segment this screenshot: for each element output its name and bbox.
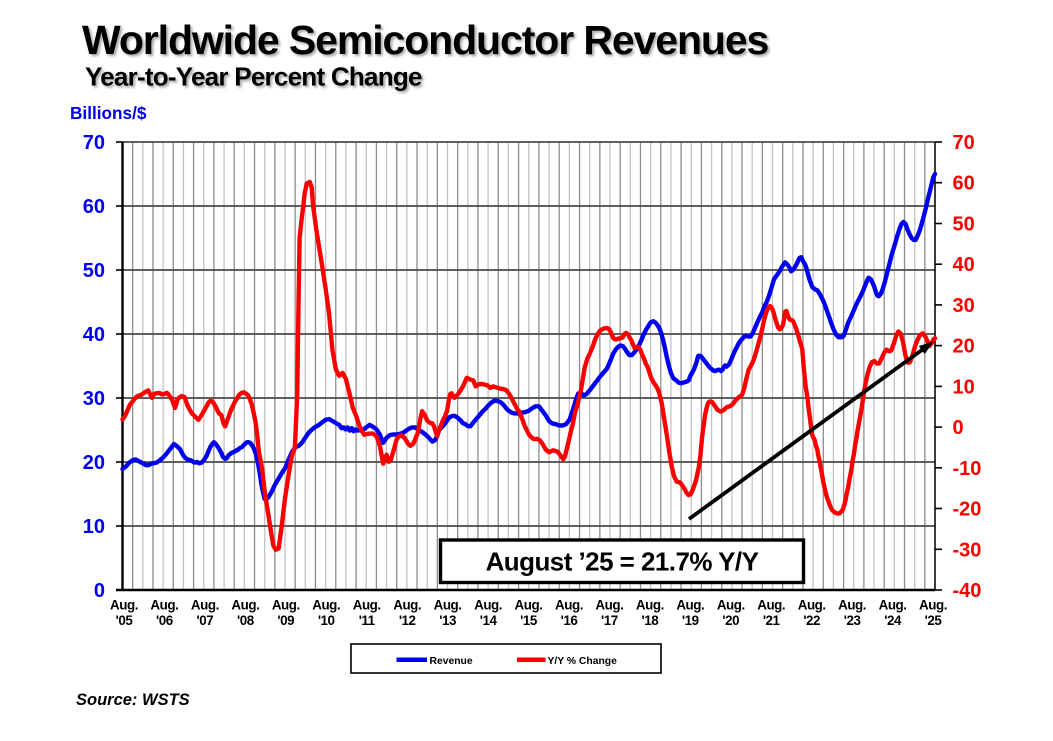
svg-text:'25: '25 <box>925 613 943 628</box>
svg-text:Aug.: Aug. <box>150 598 178 613</box>
svg-text:Aug.: Aug. <box>798 598 826 613</box>
svg-text:Aug.: Aug. <box>919 598 947 613</box>
svg-text:'05: '05 <box>116 613 134 628</box>
svg-text:'21: '21 <box>763 613 781 628</box>
svg-text:Aug.: Aug. <box>110 598 138 613</box>
svg-text:'22: '22 <box>803 613 820 628</box>
svg-text:Source: WSTS: Source: WSTS <box>76 691 190 709</box>
svg-text:Aug.: Aug. <box>636 598 664 613</box>
svg-text:'20: '20 <box>722 613 739 628</box>
svg-text:'11: '11 <box>359 613 376 628</box>
svg-text:-40: -40 <box>953 580 982 602</box>
svg-text:60: 60 <box>83 196 105 218</box>
svg-text:Aug.: Aug. <box>757 598 785 613</box>
svg-text:'09: '09 <box>277 613 294 628</box>
svg-text:Year-to-Year Percent Change: Year-to-Year Percent Change <box>85 62 422 92</box>
svg-text:Aug.: Aug. <box>353 598 381 613</box>
svg-text:Aug.: Aug. <box>676 598 704 613</box>
svg-text:Revenue: Revenue <box>430 656 473 667</box>
svg-text:30: 30 <box>953 295 975 317</box>
svg-text:'15: '15 <box>520 613 538 628</box>
svg-text:60: 60 <box>953 173 975 195</box>
svg-text:'23: '23 <box>844 613 861 628</box>
svg-text:'16: '16 <box>561 613 578 628</box>
svg-text:-10: -10 <box>953 458 982 480</box>
svg-text:Aug.: Aug. <box>515 598 543 613</box>
svg-text:'12: '12 <box>399 613 416 628</box>
svg-text:Y/Y % Change: Y/Y % Change <box>548 656 618 667</box>
svg-text:Aug.: Aug. <box>474 598 502 613</box>
svg-text:Aug.: Aug. <box>879 598 907 613</box>
svg-text:'07: '07 <box>197 613 214 628</box>
svg-text:70: 70 <box>83 132 105 154</box>
svg-text:40: 40 <box>83 324 105 346</box>
svg-text:10: 10 <box>953 376 975 398</box>
svg-text:August ’25 = 21.7% Y/Y: August ’25 = 21.7% Y/Y <box>486 547 759 577</box>
svg-text:Worldwide Semiconductor Revenu: Worldwide Semiconductor Revenues <box>82 17 769 63</box>
svg-text:'08: '08 <box>237 613 255 628</box>
svg-text:Aug.: Aug. <box>393 598 421 613</box>
svg-text:Aug.: Aug. <box>231 598 259 613</box>
svg-text:Aug.: Aug. <box>312 598 340 613</box>
svg-text:Aug.: Aug. <box>434 598 462 613</box>
svg-text:'17: '17 <box>601 613 618 628</box>
svg-text:Aug.: Aug. <box>191 598 219 613</box>
svg-text:0: 0 <box>94 580 105 602</box>
svg-text:Aug.: Aug. <box>717 598 745 613</box>
svg-text:70: 70 <box>953 132 975 154</box>
svg-text:'18: '18 <box>642 613 660 628</box>
svg-text:'24: '24 <box>884 613 902 628</box>
svg-text:40: 40 <box>953 254 975 276</box>
svg-text:Aug.: Aug. <box>595 598 623 613</box>
svg-text:Aug.: Aug. <box>272 598 300 613</box>
svg-text:'06: '06 <box>156 613 173 628</box>
svg-text:'13: '13 <box>439 613 456 628</box>
svg-text:20: 20 <box>953 336 975 358</box>
svg-text:Billions/$: Billions/$ <box>70 103 147 123</box>
svg-text:0: 0 <box>953 417 964 439</box>
svg-text:50: 50 <box>83 260 105 282</box>
svg-text:Aug.: Aug. <box>555 598 583 613</box>
svg-text:-30: -30 <box>953 539 982 561</box>
svg-text:20: 20 <box>83 452 105 474</box>
svg-text:Aug.: Aug. <box>838 598 866 613</box>
svg-text:'14: '14 <box>480 613 498 628</box>
svg-text:'10: '10 <box>318 613 335 628</box>
svg-text:'19: '19 <box>682 613 699 628</box>
svg-text:-20: -20 <box>953 499 982 521</box>
svg-text:30: 30 <box>83 388 105 410</box>
svg-text:10: 10 <box>83 516 105 538</box>
svg-text:50: 50 <box>953 214 975 236</box>
